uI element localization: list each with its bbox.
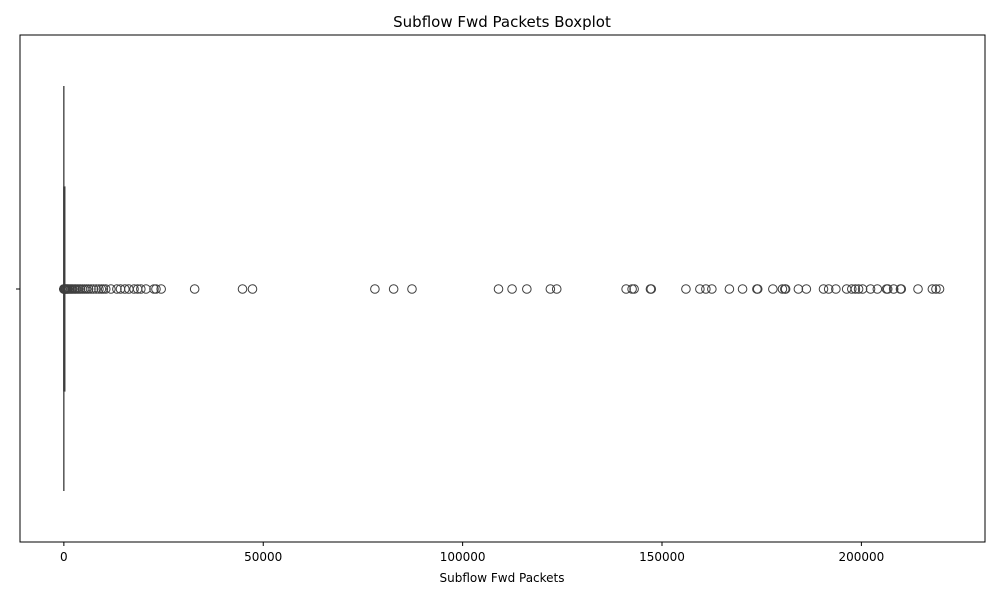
x-tick-label: 150000	[639, 550, 685, 564]
outlier-point	[551, 284, 562, 294]
outlier-point	[94, 284, 104, 294]
outlier-point	[841, 284, 852, 294]
outlier-point	[407, 284, 417, 294]
outlier-point	[780, 284, 791, 294]
outlier-point	[100, 284, 111, 294]
outlier-point	[823, 284, 834, 294]
outlier-point	[681, 284, 691, 294]
outlier-point	[106, 284, 116, 294]
outlier-point	[388, 284, 399, 294]
outliers-group	[59, 284, 945, 294]
outlier-point	[701, 284, 711, 294]
outlier-point	[768, 284, 778, 294]
chart-title: Subflow Fwd Packets Boxplot	[393, 13, 611, 31]
outlier-point	[695, 284, 705, 294]
outlier-point	[724, 284, 735, 294]
outlier-point	[629, 284, 639, 294]
outlier-point	[831, 284, 841, 294]
outlier-point	[777, 284, 788, 294]
outlier-point	[98, 284, 109, 294]
outlier-point	[88, 284, 99, 294]
outlier-point	[853, 284, 864, 294]
outlier-point	[818, 284, 829, 294]
outlier-point	[507, 284, 517, 294]
outlier-point	[888, 284, 899, 294]
outlier-point	[112, 284, 122, 294]
outlier-point	[737, 284, 748, 294]
outlier-point	[237, 284, 248, 294]
x-axis: 0 50000 100000 150000 200000	[60, 542, 884, 564]
outlier-point	[247, 284, 258, 294]
outlier-point	[83, 284, 94, 294]
outlier-point	[120, 284, 130, 294]
outlier-point	[882, 284, 893, 294]
outlier-point	[129, 284, 139, 294]
outlier-point	[707, 284, 717, 294]
outlier-point	[136, 284, 146, 294]
outlier-point	[370, 284, 380, 294]
outlier-point	[646, 284, 657, 294]
outlier-point	[913, 284, 923, 294]
outlier-point	[752, 284, 763, 294]
x-tick-label: 100000	[440, 550, 486, 564]
outlier-point	[934, 284, 945, 294]
x-axis-label: Subflow Fwd Packets	[439, 571, 564, 585]
outlier-point	[151, 284, 161, 294]
outlier-point	[141, 284, 151, 294]
outlier-point	[621, 284, 631, 294]
outlier-point	[801, 284, 812, 294]
outlier-point	[931, 284, 941, 294]
outlier-point	[896, 284, 907, 294]
outlier-point	[872, 284, 883, 294]
x-tick-label: 200000	[838, 550, 884, 564]
outlier-point	[156, 284, 166, 294]
outlier-point	[91, 284, 101, 294]
outlier-point	[545, 284, 556, 294]
outlier-point	[865, 284, 876, 294]
outlier-point	[627, 284, 637, 294]
x-tick-label: 0	[60, 550, 68, 564]
outlier-point	[793, 284, 804, 294]
outlier-point	[493, 284, 504, 294]
outlier-point	[927, 284, 938, 294]
outlier-point	[847, 284, 857, 294]
x-tick-label: 50000	[244, 550, 282, 564]
outlier-point	[850, 284, 861, 294]
outlier-point	[522, 284, 532, 294]
outlier-point	[86, 284, 96, 294]
outlier-point	[857, 284, 868, 294]
outlier-point	[189, 284, 200, 294]
